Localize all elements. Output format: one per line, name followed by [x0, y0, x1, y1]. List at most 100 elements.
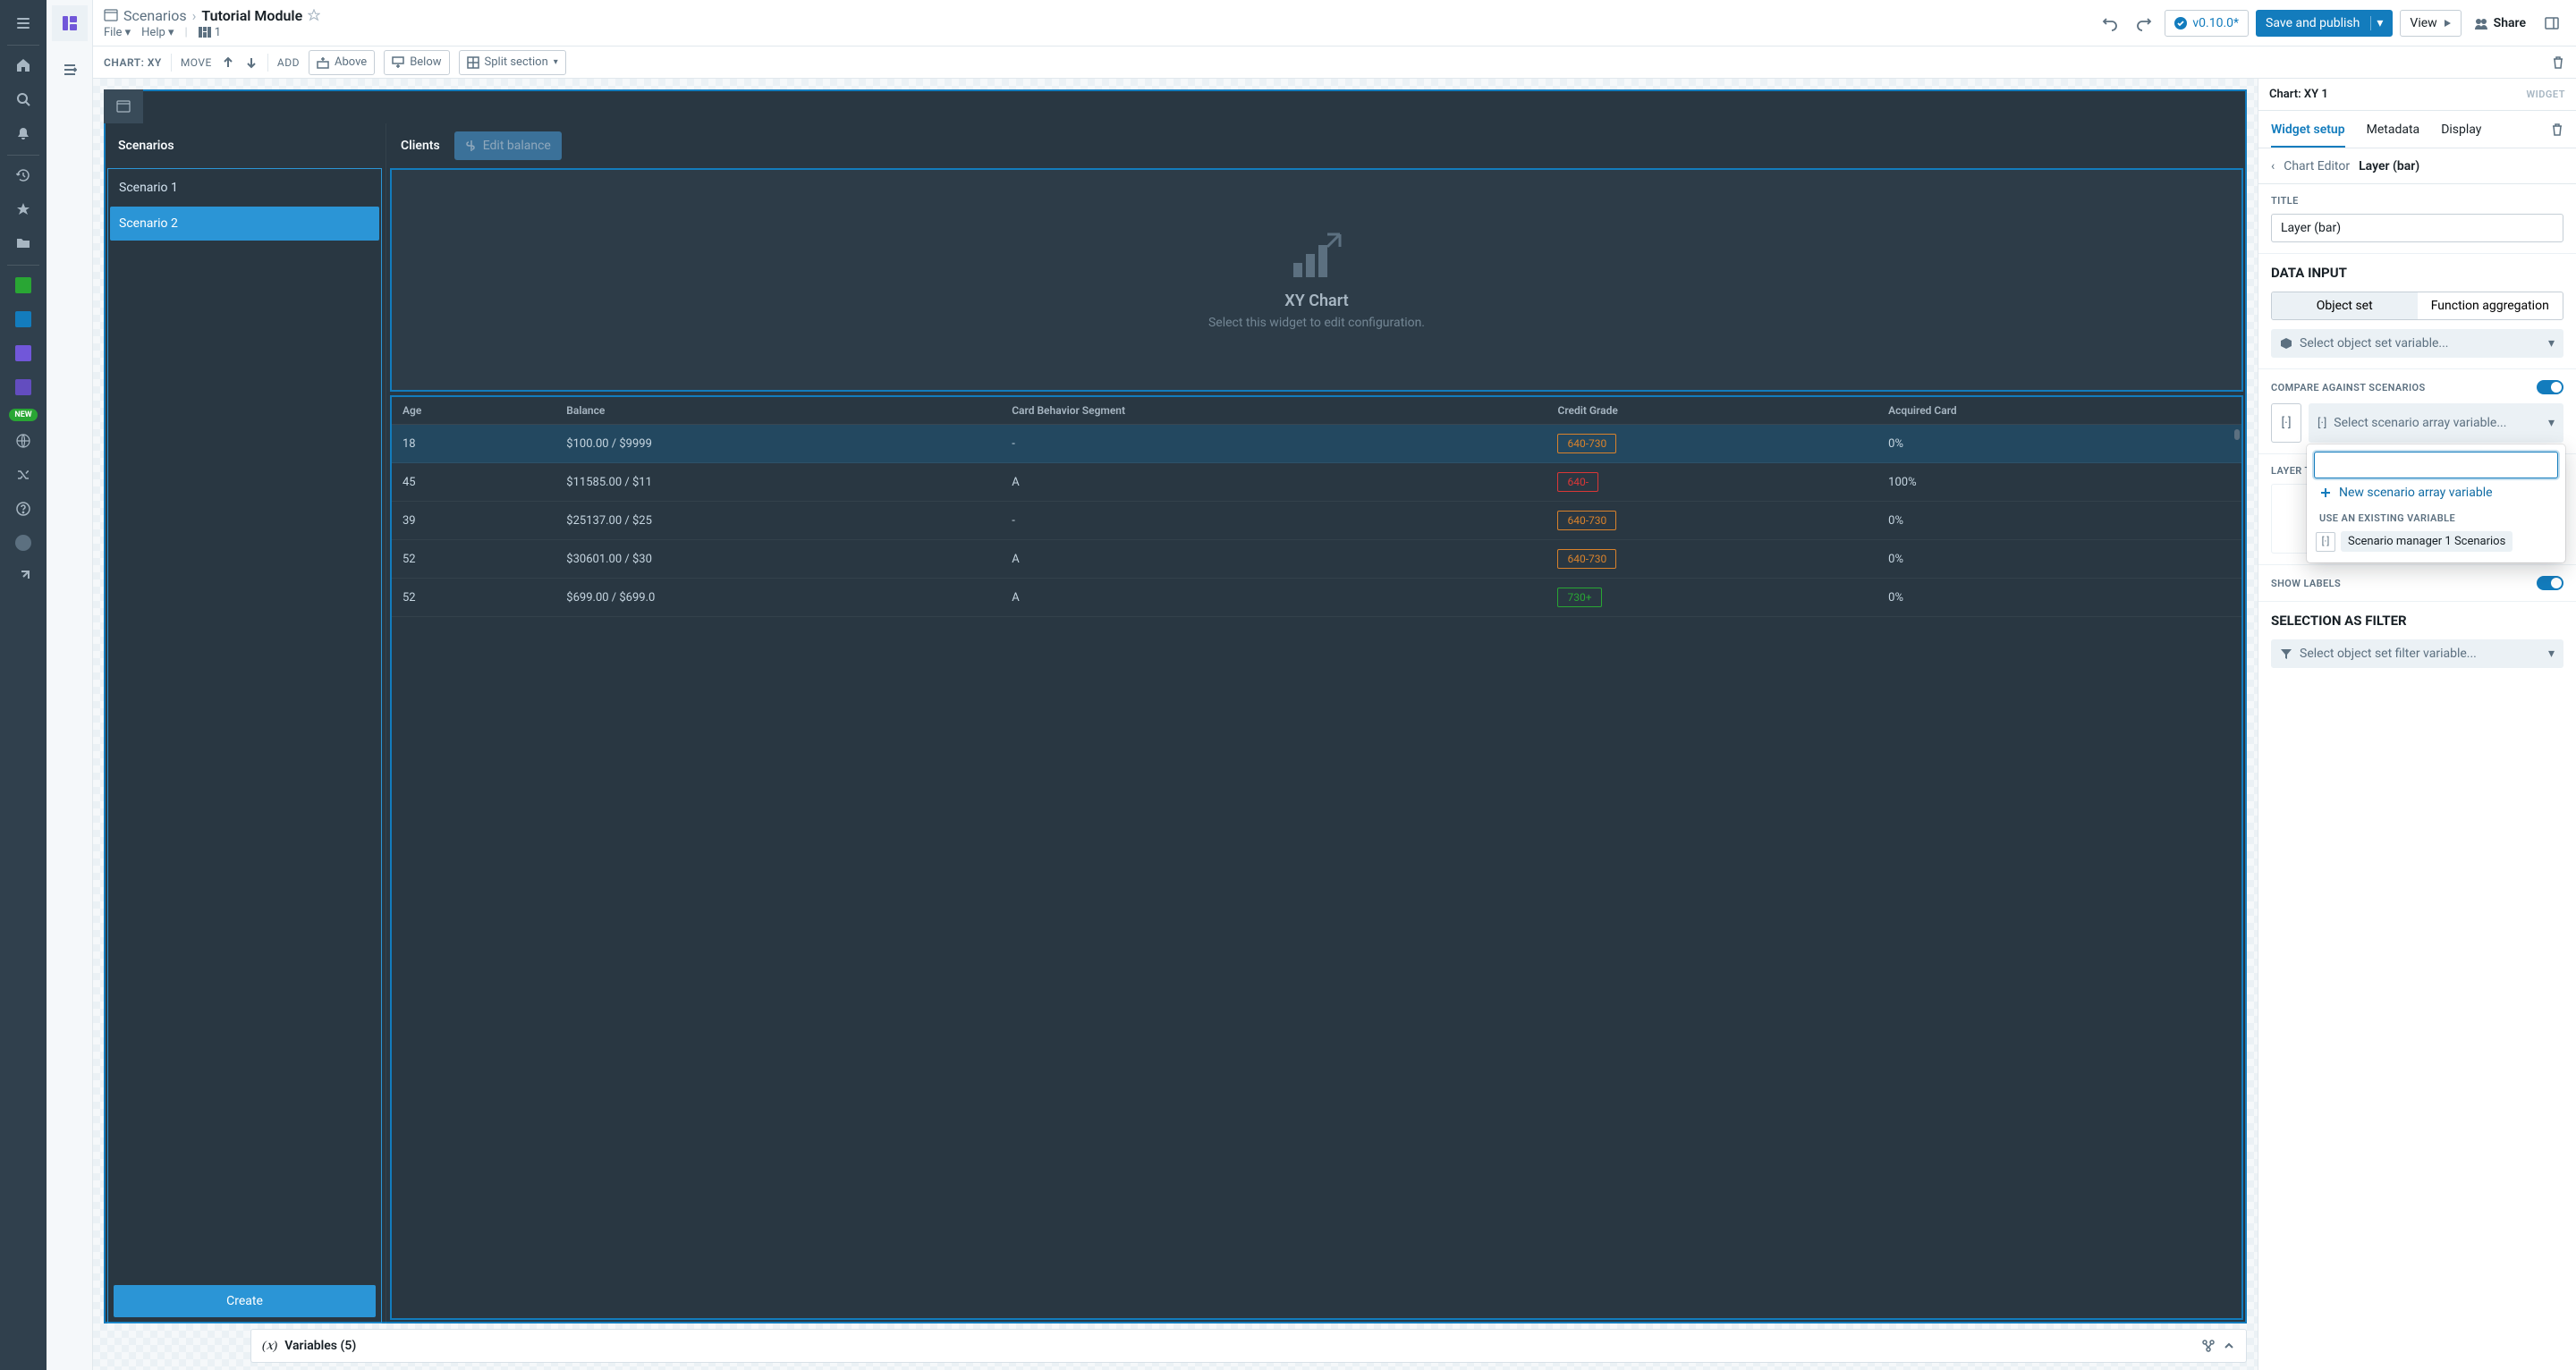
- data-input-mode[interactable]: Object set Function aggregation: [2271, 292, 2563, 320]
- new-badge: NEW: [9, 409, 37, 421]
- clients-table[interactable]: AgeBalanceCard Behavior SegmentCredit Gr…: [390, 395, 2243, 1320]
- scenario-array-dropdown: New scenario array variable USE AN EXIST…: [2307, 444, 2565, 562]
- data-input-heading: DATA INPUT: [2271, 265, 2563, 281]
- edit-balance-button[interactable]: Edit balance: [454, 131, 562, 160]
- tab-display[interactable]: Display: [2441, 111, 2481, 148]
- menu-help[interactable]: Help ▾: [141, 26, 174, 39]
- table-column-header[interactable]: Acquired Card: [1877, 397, 2241, 425]
- rail-home-icon[interactable]: [7, 49, 39, 81]
- table-row[interactable]: 18$100.00 / $9999-640-7300%: [392, 425, 2241, 463]
- rail-star-icon[interactable]: [7, 193, 39, 225]
- add-below-button[interactable]: Below: [384, 50, 449, 75]
- layout-count[interactable]: 1: [199, 26, 221, 39]
- credit-grade-pill: 640-: [1557, 472, 1598, 492]
- dropdown-search-input[interactable]: [2314, 452, 2558, 478]
- delete-widget-icon[interactable]: [2551, 55, 2565, 70]
- rail-shuffle-icon[interactable]: [7, 459, 39, 491]
- table-column-header[interactable]: Balance: [555, 397, 1001, 425]
- move-down-icon[interactable]: [244, 55, 258, 70]
- top-header: Scenarios › Tutorial Module File ▾ Help …: [93, 0, 2576, 47]
- table-column-header[interactable]: Age: [392, 397, 555, 425]
- dropdown-new-variable[interactable]: New scenario array variable: [2314, 478, 2558, 507]
- object-set-select[interactable]: Select object set variable... ▾: [2271, 329, 2563, 358]
- dropdown-existing-heading: USE AN EXISTING VARIABLE: [2314, 507, 2558, 528]
- breadcrumb-parent[interactable]: Scenarios: [123, 7, 187, 24]
- toolbar-add-label: ADD: [277, 56, 300, 69]
- seg-function-agg[interactable]: Function aggregation: [2418, 292, 2563, 319]
- undo-button[interactable]: [2097, 10, 2123, 37]
- toolbar-move-label: MOVE: [181, 56, 212, 69]
- toolbar-chart-label: CHART: XY: [104, 56, 162, 69]
- compare-scenarios-label: COMPARE AGAINST SCENARIOS: [2271, 382, 2426, 393]
- inspector-panel: Chart: XY 1 WIDGET Widget setup Metadata…: [2258, 79, 2576, 1370]
- page-tree-rail: [47, 0, 93, 1370]
- scenario-item[interactable]: Scenario 2: [110, 207, 379, 241]
- rail-app-3-icon[interactable]: [7, 337, 39, 369]
- delete-layer-icon[interactable]: [2551, 123, 2563, 136]
- chart-placeholder-title: XY Chart: [1284, 292, 1348, 310]
- dropdown-existing-item[interactable]: [·] Scenario manager 1 Scenarios: [2314, 528, 2558, 555]
- credit-grade-pill: 640-730: [1557, 434, 1616, 453]
- xy-chart-widget[interactable]: XY Chart Select this widget to edit conf…: [390, 168, 2243, 392]
- rail-help-icon[interactable]: [7, 493, 39, 525]
- credit-grade-pill: 640-730: [1557, 511, 1616, 530]
- rail-app-1-icon[interactable]: [7, 269, 39, 301]
- layer-title-input[interactable]: [2271, 214, 2563, 242]
- rail-avatar-icon[interactable]: [7, 527, 39, 559]
- panel-toggle-icon[interactable]: [2538, 10, 2565, 37]
- canvas-tab-icon[interactable]: [104, 89, 143, 123]
- share-button[interactable]: Share: [2469, 10, 2531, 37]
- view-button[interactable]: View: [2400, 10, 2461, 37]
- table-column-header[interactable]: Credit Grade: [1546, 397, 1877, 425]
- chart-placeholder-sub: Select this widget to edit configuration…: [1208, 316, 1425, 330]
- menu-file[interactable]: File ▾: [104, 26, 131, 39]
- redo-button[interactable]: [2131, 10, 2157, 37]
- table-column-header[interactable]: Card Behavior Segment: [1001, 397, 1546, 425]
- inspector-bc-parent[interactable]: Chart Editor: [2284, 159, 2350, 173]
- add-above-button[interactable]: Above: [309, 50, 375, 75]
- table-row[interactable]: 39$25137.00 / $25-640-7300%: [392, 502, 2241, 540]
- version-button[interactable]: v0.10.0*: [2165, 10, 2249, 37]
- tab-metadata[interactable]: Metadata: [2367, 111, 2420, 148]
- clients-title: Clients: [401, 139, 440, 153]
- scenario-array-select[interactable]: [·] Select scenario array variable... ▾ …: [2309, 403, 2563, 443]
- variables-collapse-icon[interactable]: [2223, 1340, 2235, 1352]
- scenario-item[interactable]: Scenario 1: [110, 171, 379, 205]
- rail-folder-icon[interactable]: [7, 227, 39, 259]
- collapse-tree-icon[interactable]: [52, 52, 88, 88]
- filter-variable-select[interactable]: Select object set filter variable... ▾: [2271, 639, 2563, 668]
- variables-footer[interactable]: (𝑥) Variables (5): [250, 1329, 2247, 1363]
- layout-icon[interactable]: [52, 5, 88, 41]
- split-section-button[interactable]: Split section ▾: [459, 50, 566, 75]
- seg-object-set[interactable]: Object set: [2272, 292, 2418, 319]
- rail-bell-icon[interactable]: [7, 117, 39, 149]
- tab-widget-setup[interactable]: Widget setup: [2271, 111, 2345, 148]
- compare-scenarios-toggle[interactable]: [2537, 380, 2563, 394]
- credit-grade-pill: 640-730: [1557, 549, 1616, 569]
- create-scenario-button[interactable]: Create: [114, 1285, 376, 1317]
- inspector-back-icon[interactable]: ‹: [2271, 159, 2275, 173]
- show-labels-label: SHOW LABELS: [2271, 578, 2341, 589]
- table-row[interactable]: 52$30601.00 / $30A640-7300%: [392, 540, 2241, 579]
- rail-search-icon[interactable]: [7, 83, 39, 115]
- inspector-type-label: WIDGET: [2526, 89, 2565, 100]
- variables-branch-icon[interactable]: [2201, 1339, 2216, 1353]
- rail-menu-icon[interactable]: [7, 7, 39, 39]
- show-labels-toggle[interactable]: [2537, 576, 2563, 590]
- table-row[interactable]: 45$11585.00 / $11A640-100%: [392, 463, 2241, 502]
- rail-globe-icon[interactable]: [7, 425, 39, 457]
- credit-grade-pill: 730+: [1557, 588, 1601, 607]
- breadcrumb-current: Tutorial Module: [201, 7, 302, 24]
- rail-expand-icon[interactable]: [7, 561, 39, 593]
- rail-history-icon[interactable]: [7, 159, 39, 191]
- move-up-icon[interactable]: [221, 55, 235, 70]
- inspector-bc-current: Layer (bar): [2359, 159, 2419, 173]
- title-field-label: TITLE: [2271, 195, 2563, 207]
- rail-app-4-icon[interactable]: [7, 371, 39, 403]
- table-scrollbar[interactable]: [2234, 429, 2240, 440]
- save-publish-button[interactable]: Save and publish ▾: [2256, 10, 2393, 37]
- scenarios-panel: Scenarios Scenario 1Scenario 2 Create: [104, 123, 386, 1323]
- widget-toolbar: CHART: XY MOVE ADD Above Below Split sec…: [93, 47, 2576, 79]
- table-row[interactable]: 52$699.00 / $699.0A730+0%: [392, 579, 2241, 617]
- rail-app-2-icon[interactable]: [7, 303, 39, 335]
